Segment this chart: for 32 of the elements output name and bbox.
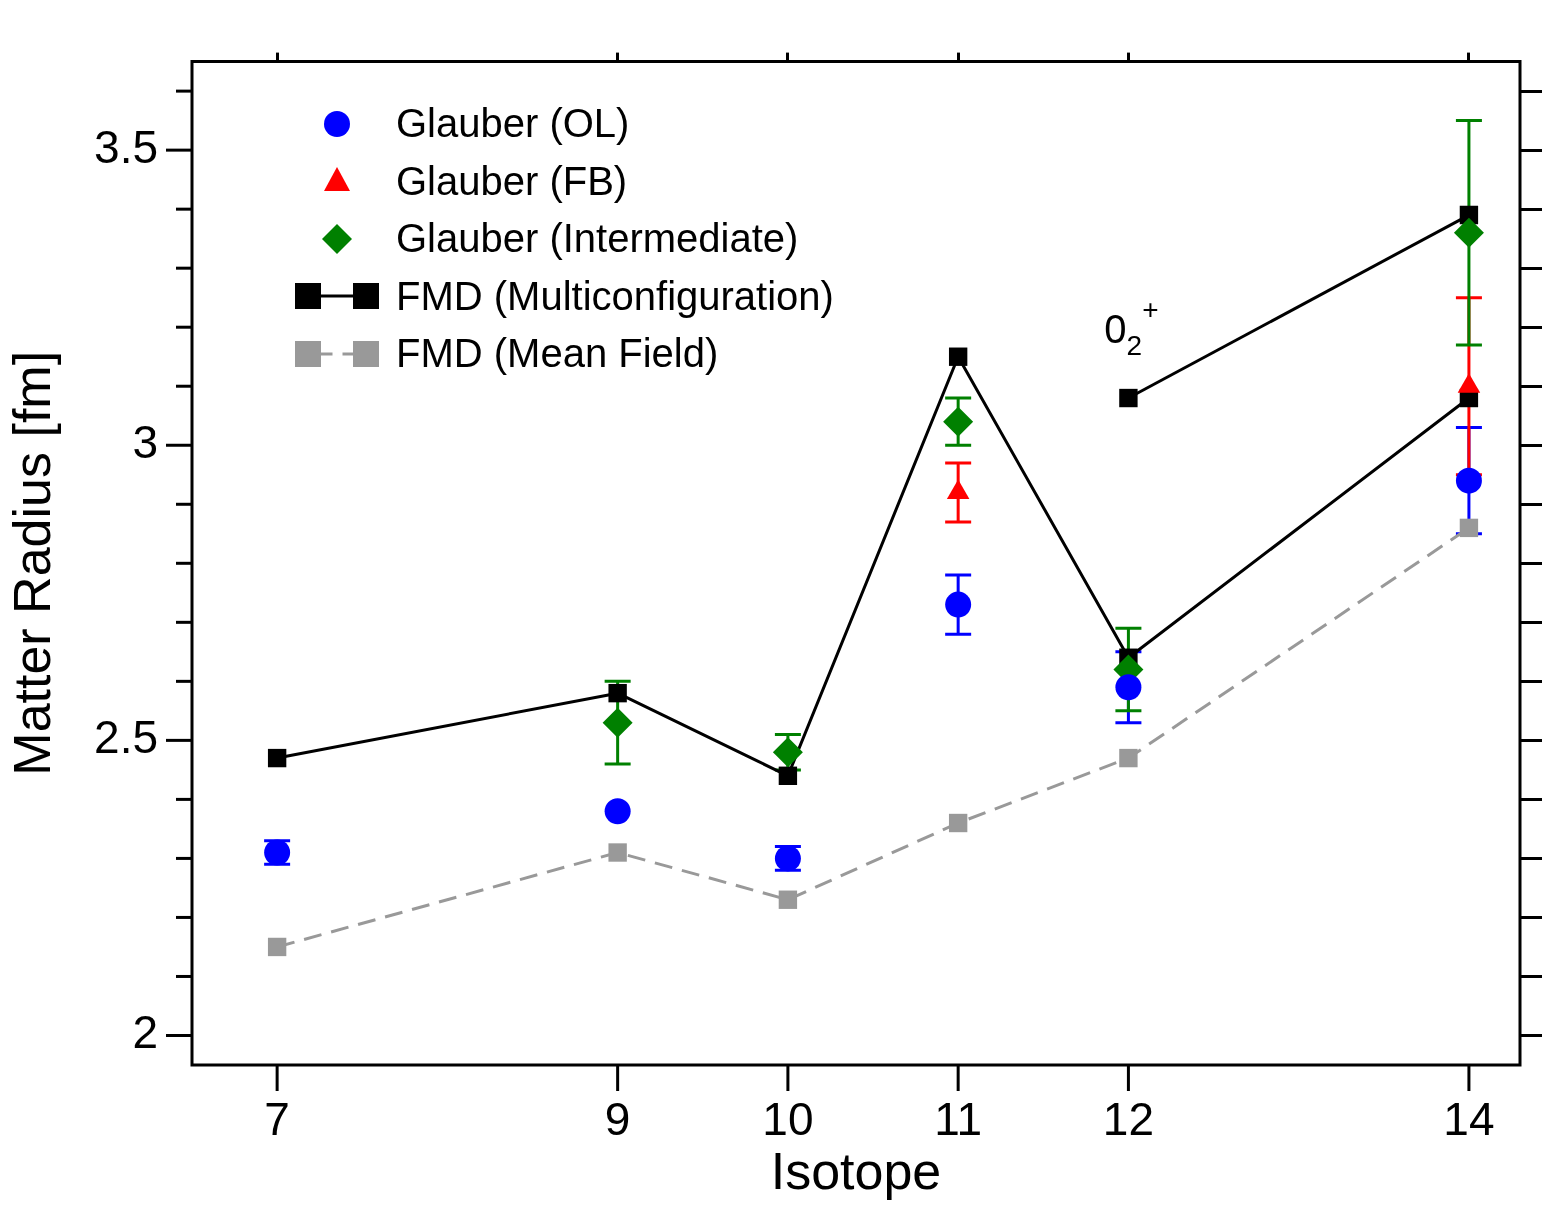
point (943, 406, 974, 437)
point (778, 766, 798, 785)
x-tick-label: 14 (1443, 1093, 1495, 1146)
point (778, 890, 798, 909)
legend-label: Glauber (FB) (396, 158, 628, 204)
point (1119, 748, 1138, 768)
point (602, 707, 633, 738)
y-tick-label: 3 (132, 415, 158, 468)
point (608, 683, 627, 703)
point (1115, 674, 1142, 701)
y-tick-label: 2 (132, 1006, 158, 1059)
legend-label: Glauber (Intermediate) (396, 216, 799, 262)
point (1119, 388, 1138, 408)
legend-label: FMD (Multiconfiguration) (396, 273, 834, 319)
x-tick-label: 9 (604, 1093, 631, 1146)
point (945, 591, 972, 618)
point (948, 813, 968, 833)
y-axis-title: Matter Radius [fm] (2, 350, 61, 776)
y-tick-label: 3.5 (94, 120, 158, 173)
point (948, 347, 968, 366)
point (267, 748, 287, 768)
legend-label: Glauber (OL) (396, 101, 630, 147)
point (608, 843, 627, 862)
point (1453, 217, 1484, 248)
point (1459, 518, 1479, 538)
x-tick-label: 7 (264, 1093, 290, 1146)
point (604, 798, 631, 825)
legend-label: FMD (Mean Field) (396, 331, 719, 377)
x-tick-label: 12 (1102, 1093, 1154, 1146)
point (1455, 467, 1482, 494)
point (267, 937, 287, 957)
y-tick-label: 2.5 (94, 711, 158, 764)
